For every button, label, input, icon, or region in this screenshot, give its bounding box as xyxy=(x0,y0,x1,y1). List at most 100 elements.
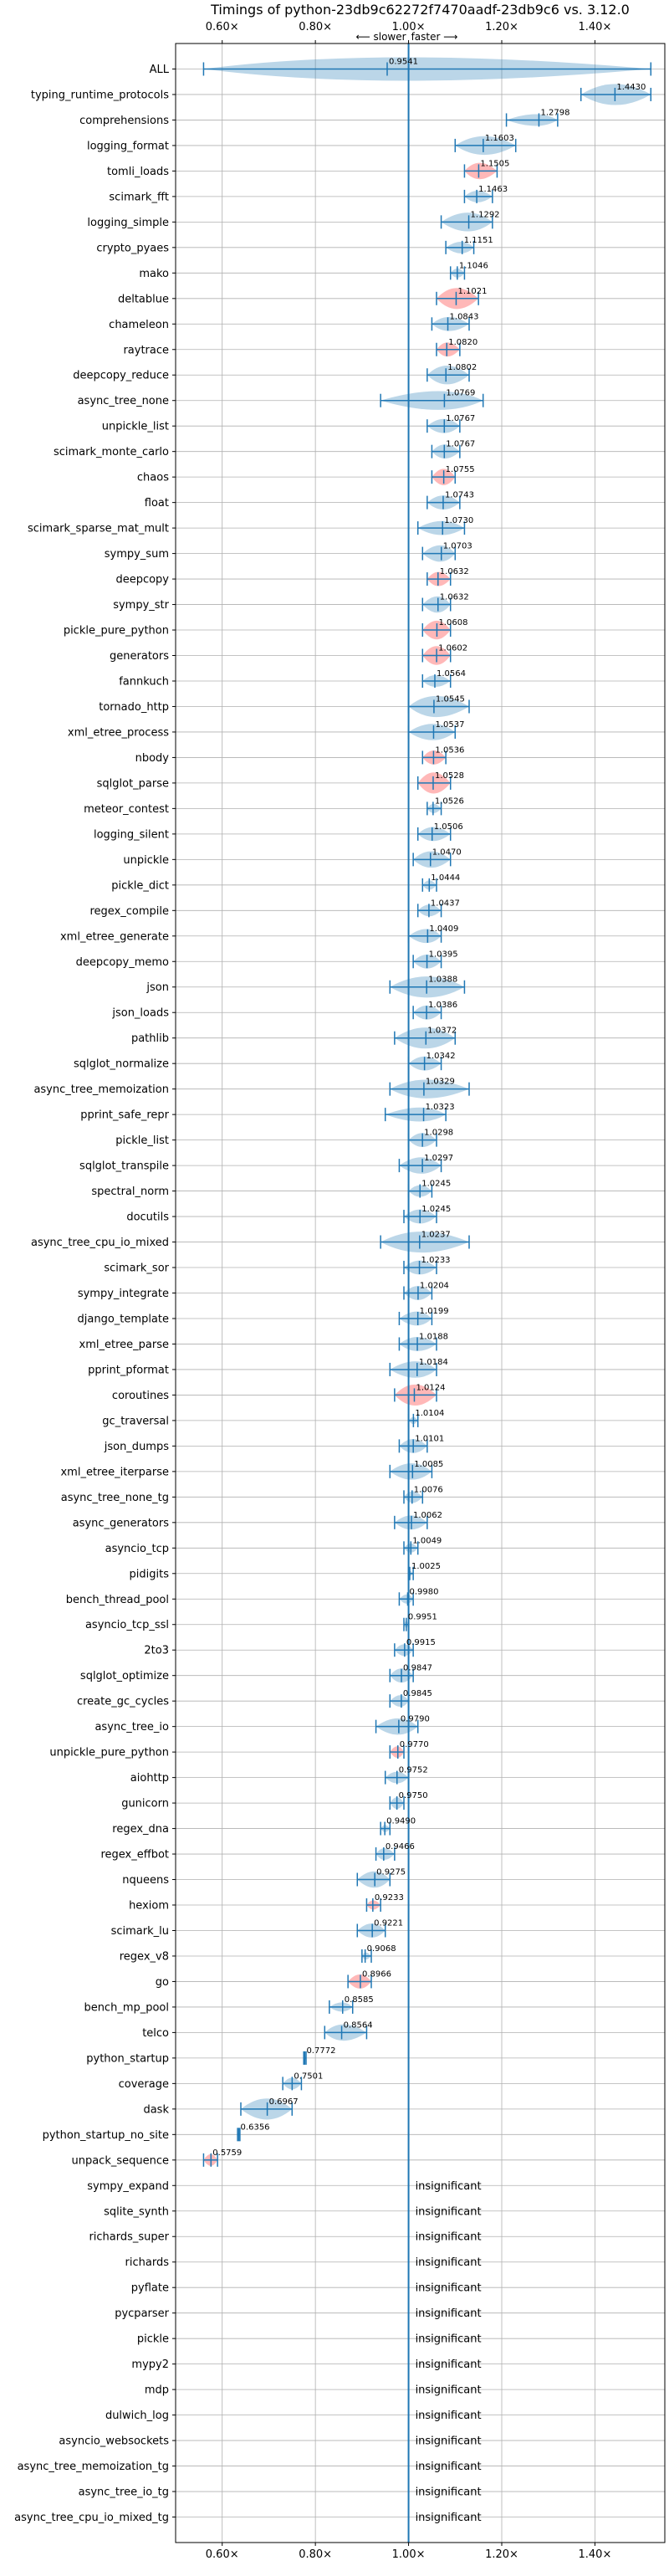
data-value-label: 1.0730 xyxy=(444,516,473,525)
data-value-label: 0.9845 xyxy=(403,1689,432,1698)
data-value-label: 1.0536 xyxy=(435,745,464,755)
data-value-label: 1.0843 xyxy=(450,312,479,321)
benchmark-name-label: coverage xyxy=(119,2078,169,2091)
benchmark-name-label: gunicorn xyxy=(121,1798,169,1810)
data-value-label: 0.9275 xyxy=(376,1868,406,1877)
insignificant-label: insignificant xyxy=(416,2205,482,2218)
data-value-label: 0.8564 xyxy=(344,2020,373,2030)
data-value-label: 1.0245 xyxy=(421,1205,451,1214)
benchmark-name-label: go xyxy=(156,1976,169,1989)
benchmark-name-label: python_startup xyxy=(86,2052,169,2065)
benchmark-name-label: sympy_sum xyxy=(105,548,169,561)
insignificant-label: insignificant xyxy=(416,2461,482,2473)
data-value-label: 1.0755 xyxy=(446,465,475,474)
benchmark-name-label: xml_etree_generate xyxy=(60,930,169,943)
data-value-label: 1.0564 xyxy=(437,669,466,679)
data-value-label: 1.0602 xyxy=(438,644,467,653)
benchmark-name-label: tomli_loads xyxy=(107,166,169,178)
insignificant-label: insignificant xyxy=(416,2180,482,2193)
data-value-label: 1.0329 xyxy=(426,1078,455,1087)
data-value-label: 1.0437 xyxy=(431,899,460,908)
x-tick-label-bottom: 1.20× xyxy=(485,2548,518,2561)
benchmark-name-label: comprehensions xyxy=(79,115,169,127)
benchmark-name-label: unpickle xyxy=(123,854,169,867)
benchmark-name-label: sqlglot_transpile xyxy=(79,1160,169,1173)
benchmark-name-label: asyncio_websockets xyxy=(59,2435,169,2448)
benchmark-name-label: pidigits xyxy=(130,1568,170,1580)
data-value-label: 1.0298 xyxy=(424,1129,453,1138)
benchmark-name-label: regex_v8 xyxy=(120,1950,169,1963)
data-value-label: 1.0124 xyxy=(416,1383,445,1392)
benchmark-name-label: xml_etree_process xyxy=(68,726,169,739)
benchmark-name-label: asyncio_tcp_ssl xyxy=(85,1619,169,1631)
data-value-label: 0.5759 xyxy=(212,2148,242,2158)
benchmark-name-label: async_tree_cpu_io_mixed_tg xyxy=(14,2512,169,2524)
benchmark-name-label: nbody xyxy=(135,752,170,765)
data-value-label: 0.6356 xyxy=(241,2123,270,2132)
data-value-label: 1.0632 xyxy=(440,593,469,602)
benchmark-name-label: sqlglot_normalize xyxy=(74,1058,169,1071)
benchmark-name-label: gc_traversal xyxy=(102,1415,169,1427)
x-tick-label-bottom: 1.40× xyxy=(579,2548,612,2561)
data-value-label: 1.0802 xyxy=(447,363,477,372)
data-value-label: 1.0409 xyxy=(429,924,458,934)
y-tick-labels: ALL typing_runtime_protocols comprehension… xyxy=(14,64,176,2524)
data-value-label: 1.1292 xyxy=(471,210,500,219)
data-value-label: 1.0233 xyxy=(421,1256,451,1265)
data-value-label: 0.9221 xyxy=(374,1918,403,1928)
benchmark-name-label: pickle_dict xyxy=(111,879,169,892)
data-value-label: 1.0767 xyxy=(446,414,475,423)
data-value-label: 0.9770 xyxy=(400,1740,429,1749)
benchmark-name-label: spectral_norm xyxy=(91,1186,169,1198)
insignificant-label: insignificant xyxy=(416,2256,482,2269)
data-value-label: 1.0388 xyxy=(428,976,457,985)
data-value-label: 1.0743 xyxy=(445,491,474,500)
benchmark-name-label: mypy2 xyxy=(131,2358,169,2371)
insignificant-label: insignificant xyxy=(416,2410,482,2422)
data-value-label: 1.0204 xyxy=(420,1282,449,1291)
data-value-label: 1.2798 xyxy=(540,108,569,117)
benchmark-name-label: scimark_fft xyxy=(109,191,169,203)
data-value-label: 1.0184 xyxy=(419,1358,448,1367)
x-tick-label-top: 1.00× xyxy=(392,21,426,33)
data-value-label: 1.0062 xyxy=(413,1511,442,1520)
benchmark-name-label: sqlglot_optimize xyxy=(80,1670,169,1682)
benchmark-name-label: dask xyxy=(143,2103,169,2116)
benchmark-name-label: async_tree_none_tg xyxy=(61,1492,169,1504)
x-tick-label-bottom: 0.80× xyxy=(299,2548,332,2561)
data-value-label: 1.4430 xyxy=(616,83,646,92)
benchmark-name-label: mako xyxy=(139,268,169,280)
data-value-label: 0.7501 xyxy=(294,2072,323,2081)
slower-direction-label: ⟵ slower xyxy=(355,31,406,43)
benchmark-name-label: sqlite_synth xyxy=(104,2205,169,2218)
benchmark-name-label: async_tree_memoization xyxy=(33,1083,169,1096)
benchmark-name-label: deepcopy_reduce xyxy=(73,370,169,382)
benchmark-name-label: coroutines xyxy=(112,1390,169,1402)
data-value-label: 0.7772 xyxy=(306,2046,335,2056)
benchmark-name-label: deepcopy xyxy=(115,574,169,586)
data-value-label: 1.0386 xyxy=(428,1001,457,1010)
data-value-label: 1.0820 xyxy=(448,338,477,347)
benchmark-name-label: generators xyxy=(110,650,169,663)
benchmark-name-label: deltablue xyxy=(118,293,169,305)
benchmark-name-label: unpickle_pure_python xyxy=(49,1747,169,1759)
x-tick-label-top: 0.60× xyxy=(206,21,239,33)
insignificant-label: insignificant xyxy=(416,2333,482,2346)
benchmark-name-label: asyncio_tcp xyxy=(105,1543,169,1555)
benchmark-name-label: async_tree_cpu_io_mixed xyxy=(31,1237,169,1249)
benchmark-name-label: logging_silent xyxy=(94,828,169,841)
benchmark-name-label: fannkuch xyxy=(119,675,169,688)
data-value-label: 1.0085 xyxy=(414,1460,443,1469)
data-value-label: 0.9752 xyxy=(399,1766,428,1775)
benchmark-name-label: typing_runtime_protocols xyxy=(31,89,169,101)
benchmark-name-label: float xyxy=(145,497,169,510)
data-value-label: 0.9847 xyxy=(403,1664,432,1673)
benchmark-name-label: richards xyxy=(125,2256,170,2269)
data-value-label: 1.0632 xyxy=(440,567,469,576)
data-value-label: 1.0101 xyxy=(415,1434,444,1443)
violins xyxy=(202,57,652,2167)
insignificant-label: insignificant xyxy=(416,2512,482,2524)
chart-title: Timings of python-23db9c62272f7470aadf-2… xyxy=(210,2,630,18)
benchmark-name-label: pyflate xyxy=(131,2282,169,2295)
benchmark-name-label: bench_thread_pool xyxy=(66,1594,169,1606)
